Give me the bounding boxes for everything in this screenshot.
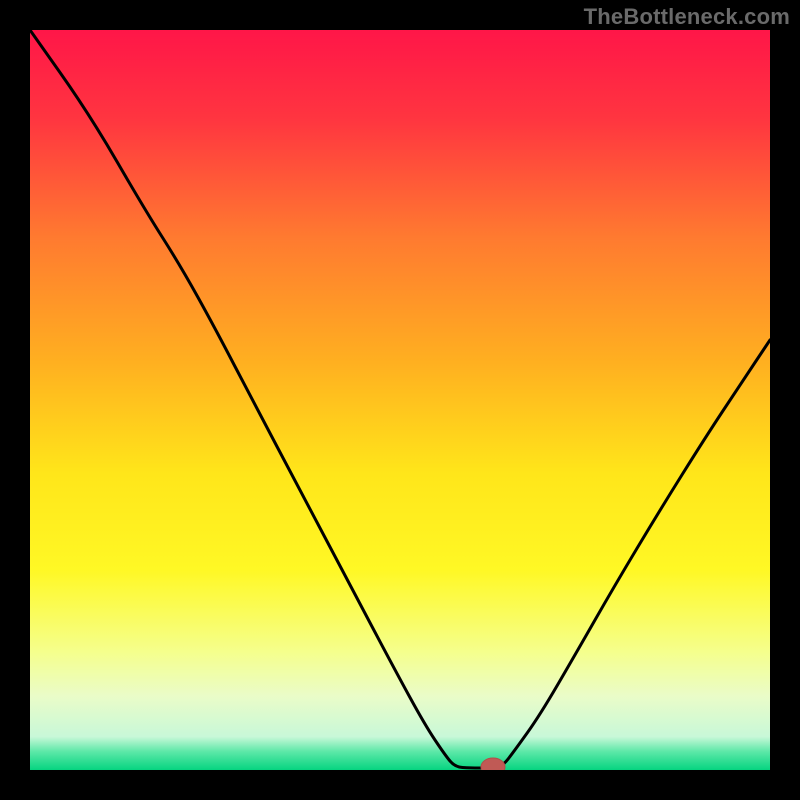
- chart-frame: TheBottleneck.com: [0, 0, 800, 800]
- gradient-background: [30, 30, 770, 770]
- bottleneck-chart: [30, 30, 770, 770]
- watermark-text: TheBottleneck.com: [584, 4, 790, 30]
